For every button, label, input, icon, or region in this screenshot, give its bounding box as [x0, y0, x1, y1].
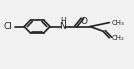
Text: H: H — [60, 17, 66, 26]
Text: O: O — [80, 17, 87, 26]
Text: N: N — [59, 22, 66, 31]
Text: CH₂: CH₂ — [111, 35, 124, 41]
Text: Cl: Cl — [3, 22, 12, 31]
Text: CH₃: CH₃ — [111, 20, 124, 26]
